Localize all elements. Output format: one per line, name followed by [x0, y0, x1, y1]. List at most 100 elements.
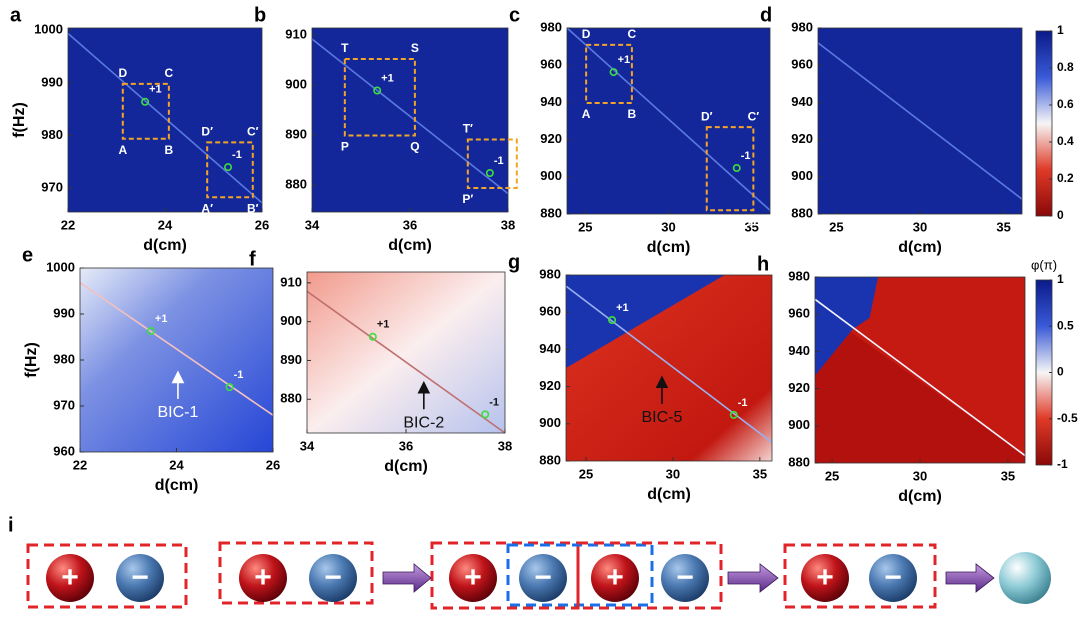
corner-label: T	[341, 41, 349, 55]
charge-sign: −	[676, 561, 694, 594]
vortex-label: +1	[618, 54, 631, 66]
dashed-box	[783, 543, 937, 609]
y-tick-label: 990	[53, 305, 75, 320]
panel-label: g	[508, 251, 520, 273]
y-tick-label: 980	[540, 19, 562, 34]
y-axis-label: f(Hz)	[11, 102, 28, 138]
x-axis-label: d(cm)	[898, 488, 942, 505]
heatmap	[307, 272, 505, 433]
corner-label: D	[582, 27, 591, 41]
arrow	[382, 563, 432, 593]
colorbar-tick-label: 1	[1057, 23, 1064, 37]
charge-sign: +	[606, 561, 624, 594]
region-box	[466, 138, 518, 189]
y-tick-label: 880	[540, 205, 562, 220]
dispersion-line	[79, 282, 274, 416]
phase-region	[566, 275, 725, 368]
vortex-marker	[609, 68, 618, 77]
vortex-label: -1	[234, 369, 244, 381]
vortex-label: +1	[616, 302, 629, 314]
plot-frame	[565, 274, 773, 462]
panel-label: a	[10, 4, 22, 26]
y-tick-label: 960	[53, 443, 75, 458]
corner-label: Q	[410, 140, 419, 154]
corner-label: Q′	[511, 192, 523, 206]
vortex-label: -1	[494, 155, 504, 167]
y-tick-label: 910	[280, 274, 302, 289]
x-tick-label: 35	[996, 219, 1010, 234]
dashed-box	[506, 543, 654, 607]
y-tick-label: 940	[791, 94, 813, 109]
x-tick-label: 35	[753, 466, 767, 481]
dispersion-line	[67, 32, 263, 204]
panel-label: d	[760, 4, 772, 26]
vortex-label: -1	[741, 150, 751, 162]
vortex-marker	[729, 410, 738, 419]
y-tick-label: 900	[791, 168, 813, 183]
y-tick-label: 970	[41, 180, 63, 195]
y-tick-label: 890	[285, 126, 307, 141]
colorbar-tick-label: 0.2	[1057, 171, 1074, 185]
y-tick-label: 880	[791, 205, 813, 220]
y-tick-label: 900	[280, 313, 302, 328]
corner-label: A′	[201, 201, 213, 215]
annotation-text: BIC-5	[642, 409, 683, 426]
charge-sign: +	[254, 561, 272, 594]
charge-sign: −	[324, 561, 342, 594]
colorbar	[1035, 30, 1053, 217]
x-tick-label: 26	[266, 457, 280, 472]
x-axis-label: d(cm)	[388, 237, 432, 254]
dashed-box	[576, 541, 723, 610]
colorbar-tick-label: 0	[1057, 208, 1064, 222]
corner-label: S	[411, 41, 419, 55]
charge-sphere	[519, 554, 567, 602]
dispersion-line	[306, 290, 506, 434]
vortex-marker	[141, 97, 150, 106]
heatmap	[68, 28, 262, 212]
x-tick-label: 36	[403, 217, 417, 232]
y-tick-label: 970	[53, 397, 75, 412]
vortex-marker	[368, 332, 377, 341]
y-tick-label: 890	[280, 352, 302, 367]
x-tick-label: 36	[399, 438, 413, 453]
colorbar-tick-label: 0	[1057, 365, 1064, 379]
corner-label: A	[582, 107, 591, 121]
x-axis-label: d(cm)	[647, 239, 691, 256]
panel-label: e	[22, 244, 33, 266]
y-tick-label: 980	[788, 268, 810, 283]
vortex-marker	[732, 164, 741, 173]
x-tick-label: 30	[913, 468, 927, 483]
x-axis-label: d(cm)	[898, 239, 942, 256]
vortex-marker	[608, 316, 617, 325]
colorbar-tick-label: -0.5	[1057, 411, 1078, 425]
corner-label: S′	[511, 122, 522, 136]
vortex-label: +1	[377, 319, 390, 331]
corner-label: B	[165, 143, 174, 157]
x-tick-label: 22	[61, 217, 75, 232]
corner-label: B′	[247, 201, 259, 215]
neutral-sphere	[999, 552, 1051, 604]
panel-label: i	[8, 514, 14, 536]
y-tick-label: 980	[41, 127, 63, 142]
annotation-text: BIC-1	[157, 404, 198, 421]
y-tick-label: 940	[539, 341, 561, 356]
x-tick-label: 38	[501, 217, 515, 232]
corner-label: P′	[462, 192, 473, 206]
vortex-label: -1	[738, 397, 748, 409]
x-axis-label: d(cm)	[647, 486, 691, 503]
heatmap	[80, 268, 273, 452]
x-tick-label: 25	[825, 468, 839, 483]
charge-sphere	[801, 554, 849, 602]
dispersion-line	[817, 42, 1023, 200]
colorbar-tick-label: 1	[1057, 272, 1064, 286]
corner-label: B	[628, 107, 637, 121]
vortex-marker	[146, 327, 155, 336]
vortex-label: +1	[381, 72, 394, 84]
corner-label: T′	[463, 122, 473, 136]
arrow	[945, 563, 995, 593]
y-tick-label: 980	[53, 351, 75, 366]
charge-sign: +	[61, 561, 79, 594]
charge-sign: −	[131, 561, 149, 594]
colorbar-tick-label: 0.5	[1057, 318, 1074, 332]
